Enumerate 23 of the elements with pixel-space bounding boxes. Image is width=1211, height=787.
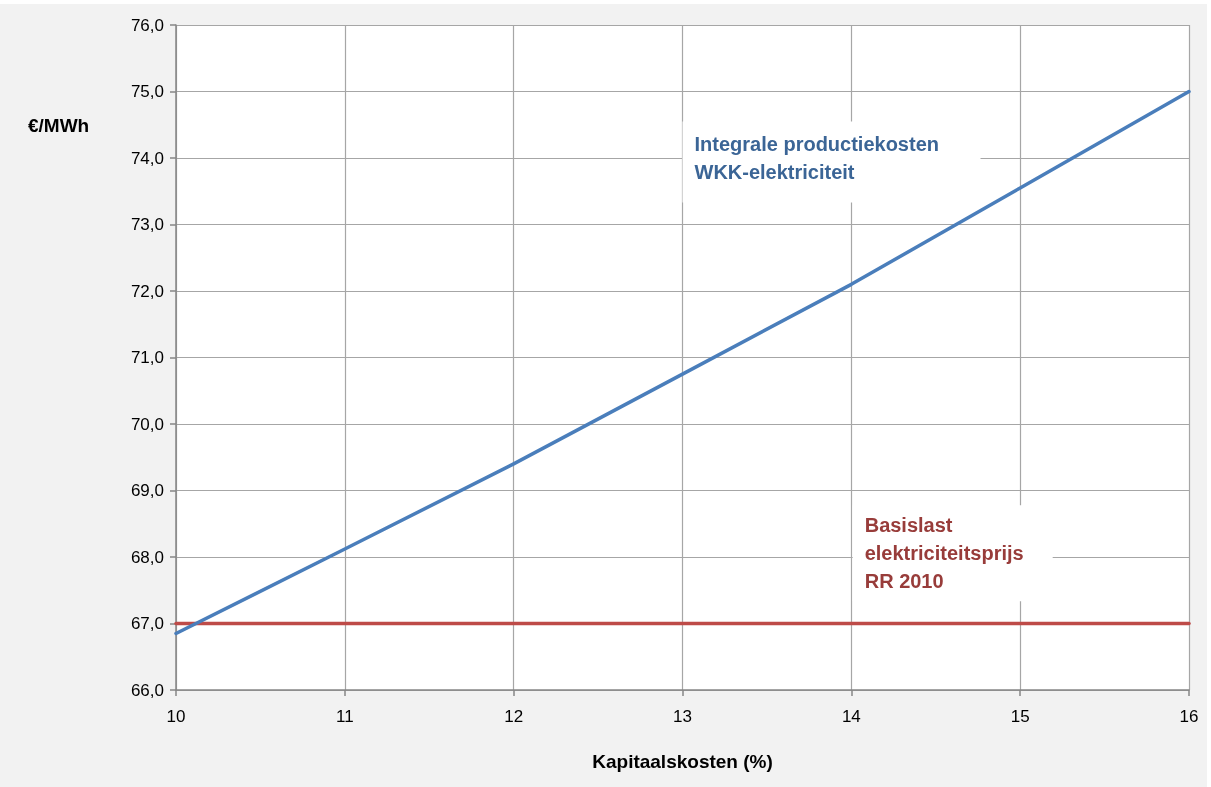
x-tick-label: 16 <box>1179 707 1199 726</box>
line-series <box>174 89 1191 636</box>
x-tick-label: 10 <box>166 707 186 726</box>
x-tick-label: 15 <box>1010 707 1030 726</box>
y-tick-label: 75,0 <box>130 82 164 101</box>
y-tick-label: 68,0 <box>130 547 164 567</box>
series-label: Basislast elektriciteitsprijs RR 2010 <box>864 514 1030 593</box>
y-tick-label: 66,0 <box>130 680 164 700</box>
y-tick-label: 71,0 <box>130 348 164 367</box>
text: Integrale productiekosten WKK-elektriciteit <box>694 133 945 184</box>
x-tick-label: 11 <box>336 707 354 726</box>
x-axis-title: Kapitaalskosten (%) <box>592 751 773 772</box>
x-tick-label: 14 <box>841 707 861 726</box>
y-tick-label: 73,0 <box>130 215 164 234</box>
y-tick-label: 69,0 <box>130 481 164 500</box>
y-tick-label: 76,0 <box>130 15 164 35</box>
y-tick-label: 72,0 <box>130 281 164 301</box>
x-tick-label: 13 <box>673 707 692 726</box>
y-tick-label: 74,0 <box>130 148 164 168</box>
x-tick-label: 12 <box>504 707 524 726</box>
y-tick-label: 70,0 <box>130 414 164 434</box>
y-tick-label: 67,0 <box>130 614 164 633</box>
y-axis-title: €/MWh <box>28 115 90 136</box>
